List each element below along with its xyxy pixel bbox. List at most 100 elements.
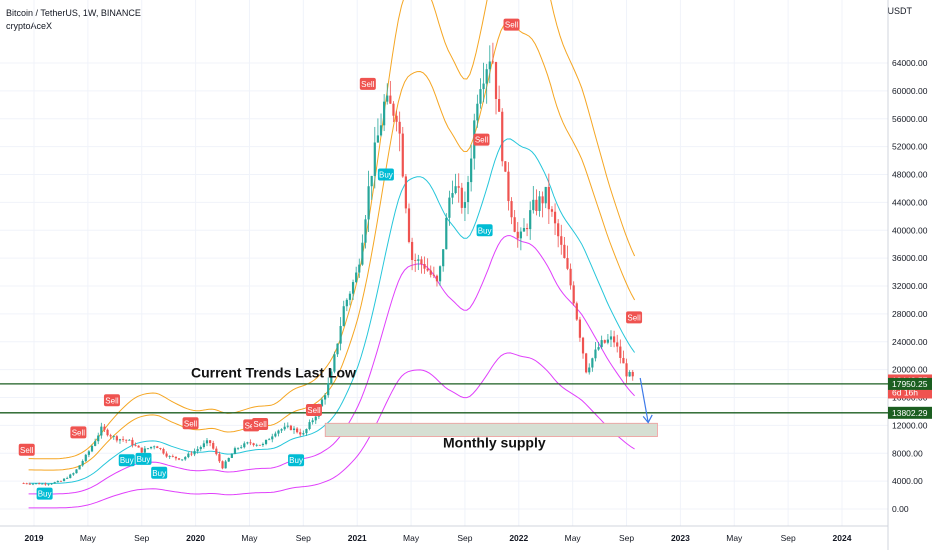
- signal-badge: [288, 454, 305, 467]
- candle-body: [258, 444, 261, 446]
- monthly-supply-label: Monthly supply: [443, 434, 546, 450]
- signal-label: Sell: [253, 420, 267, 429]
- candle-body: [100, 426, 103, 436]
- candle-body: [66, 478, 69, 479]
- candle-body: [398, 121, 401, 134]
- candle-body: [38, 483, 41, 485]
- candle-body: [299, 432, 302, 435]
- time-tick-label: May: [241, 533, 258, 543]
- candle-body: [268, 439, 271, 441]
- sell-signal: Sell: [503, 18, 520, 31]
- candle-body: [84, 454, 87, 462]
- candle-body: [22, 483, 25, 485]
- candle-body: [249, 442, 252, 444]
- candle-body: [631, 371, 634, 377]
- candle-body: [348, 293, 352, 300]
- candle-body: [159, 448, 162, 450]
- candle-body: [600, 340, 603, 348]
- candle-body: [494, 62, 498, 100]
- candle-body: [547, 186, 550, 210]
- candle-body: [510, 201, 513, 218]
- candle-body: [261, 443, 265, 446]
- candle-body: [532, 199, 535, 211]
- candle-body: [355, 272, 358, 283]
- time-tick-label: Sep: [781, 533, 796, 543]
- candlesticks: [22, 42, 634, 486]
- upper_line-price-label: 17950.25: [892, 379, 928, 389]
- candle-body: [339, 326, 342, 344]
- sell-signal: Sell: [103, 394, 120, 407]
- sell-signal: Sell: [182, 417, 199, 430]
- signal-badge: [503, 18, 520, 31]
- candle-body: [221, 461, 224, 469]
- candle-body: [411, 241, 414, 260]
- buy-signal: Buy: [135, 452, 152, 465]
- candle-body: [560, 236, 563, 245]
- candle-body: [72, 473, 75, 475]
- candle-body: [174, 456, 178, 459]
- candle-body: [479, 89, 482, 104]
- candle-body: [41, 483, 44, 485]
- candle-body: [519, 231, 522, 239]
- candle-body: [274, 433, 277, 437]
- price-tick-label: 4000.00: [892, 476, 923, 486]
- candle-body: [305, 429, 308, 434]
- candle-body: [569, 268, 572, 286]
- time-tick-label: 2024: [833, 533, 852, 543]
- candle-body: [361, 242, 364, 265]
- candle-body: [426, 268, 429, 271]
- candle-body: [522, 228, 526, 232]
- signal-label: Buy: [152, 469, 166, 478]
- time-tick-label: May: [80, 533, 97, 543]
- candle-body: [202, 443, 205, 448]
- candle-body: [103, 426, 106, 430]
- signal-label: Sell: [20, 446, 34, 455]
- candle-body: [280, 429, 283, 431]
- candle-body: [171, 456, 174, 457]
- signal-badge: [252, 417, 269, 430]
- candle-body: [134, 445, 137, 447]
- upper-band-outer: [28, 0, 636, 460]
- buy-signal: Buy: [288, 454, 305, 467]
- candle-body: [485, 69, 488, 84]
- candle-body: [90, 445, 94, 452]
- current-trends-last-low-label: Current Trends Last Low: [191, 364, 356, 380]
- candle-body: [308, 422, 311, 430]
- candle-body: [513, 217, 516, 232]
- buy-signal: Buy: [377, 168, 394, 181]
- time-tick-label: 2022: [509, 533, 528, 543]
- projection-arrow-shaft: [639, 377, 649, 423]
- price-tick-label: 48000.00: [892, 170, 928, 180]
- candle-body: [137, 445, 140, 448]
- candle-body: [420, 259, 423, 265]
- candle-body: [364, 219, 367, 243]
- candle-body: [417, 259, 420, 261]
- candle-body: [529, 210, 532, 230]
- price-tick-label: 36000.00: [892, 253, 928, 263]
- candle-body: [286, 425, 289, 427]
- candle-body: [432, 274, 435, 276]
- candle-body: [594, 349, 597, 359]
- candle-body: [296, 428, 299, 433]
- candle-body: [330, 371, 333, 384]
- signal-label: Buy: [289, 456, 303, 465]
- candle-body: [255, 444, 258, 446]
- candle-body: [345, 299, 348, 307]
- upper_line-badge: [888, 377, 932, 390]
- candle-body: [451, 193, 454, 198]
- candle-body: [606, 339, 609, 343]
- signal-badge: [305, 404, 322, 417]
- signal-label: Buy: [120, 456, 134, 465]
- candle-body: [283, 426, 286, 430]
- candle-body: [112, 436, 115, 438]
- candle-body: [165, 453, 168, 457]
- time-tick-label: May: [565, 533, 582, 543]
- candle-body: [389, 95, 392, 104]
- price-tick-label: 40000.00: [892, 225, 928, 235]
- projection-arrow-head: [642, 414, 653, 424]
- candle-body: [435, 275, 439, 282]
- candle-body: [218, 454, 221, 462]
- signal-label: Buy: [379, 171, 393, 180]
- candle-body: [62, 478, 66, 482]
